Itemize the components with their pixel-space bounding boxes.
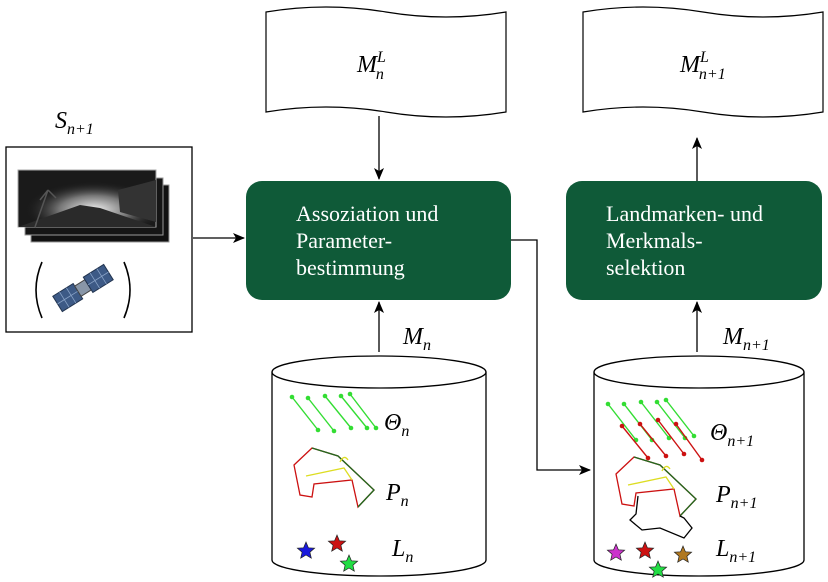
p-left-label: Pn [385,480,409,510]
association-box: Assoziation und Parameter- bestimmung [246,181,511,300]
star-brown [673,545,693,563]
theta-left-label: Θn [384,410,409,440]
parameter-lines-left [289,391,379,434]
map-document-in: ML n [265,6,507,118]
polygons-right [615,456,697,539]
selection-box: Landmarken- und Merkmals- selektion [566,181,822,300]
map-document-out: ML n+1 [582,6,824,118]
landmark-stars-right [606,541,693,578]
arrow-mn-label: Mn [402,324,431,354]
arrow-mn1-label: Mn+1 [722,324,770,354]
star-red [327,534,347,552]
star-blue [296,541,316,559]
database-left: Θn Pn Ln [271,355,487,577]
theta-right-label: Θn+1 [710,420,754,450]
selection-line1: Landmarken- und [606,201,763,226]
parameter-lines-right [605,397,705,463]
polygons-left [293,447,375,509]
camera-images [17,169,170,243]
map-in-label: ML n [356,49,386,83]
landmark-stars-left [296,534,359,572]
association-line3: bestimmung [296,255,405,280]
association-line1: Assoziation und [296,201,438,226]
satellite-icon [35,261,131,319]
sensor-input-label: Sn+1 [55,108,94,138]
arrow-association-to-db [511,239,591,475]
sensor-input: Sn+1 [5,108,193,333]
database-right: Θn+1 Pn+1 Ln+1 [593,355,805,578]
map-out-label: ML n+1 [679,49,726,83]
association-line2: Parameter- [296,228,392,253]
star-green [648,560,668,578]
star-red [635,541,655,559]
selection-line2: Merkmals- [606,228,703,253]
selection-line3: selektion [606,255,685,280]
l-left-label: Ln [391,536,413,566]
star-green [339,554,359,572]
p-right-label: Pn+1 [715,482,757,512]
l-right-label: Ln+1 [715,536,756,566]
star-magenta [606,543,626,561]
arrows [193,116,702,475]
